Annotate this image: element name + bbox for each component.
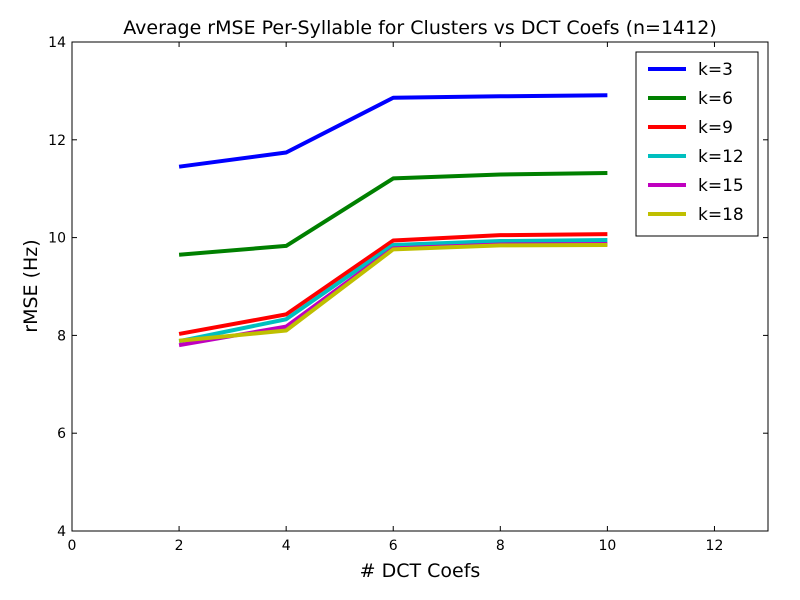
series-line-k-3: [178, 93, 608, 169]
series-layer: [178, 93, 608, 348]
y-tick-label: 6: [57, 426, 66, 442]
x-tick-label: 6: [389, 538, 398, 554]
legend-label: k=18: [698, 205, 744, 225]
y-tick-label: 10: [48, 231, 66, 247]
chart-title: Average rMSE Per-Syllable for Clusters v…: [123, 17, 716, 39]
x-tick-label: 0: [68, 538, 77, 554]
legend-label: k=12: [698, 147, 744, 167]
x-tick-label: 2: [175, 538, 184, 554]
y-tick-label: 8: [57, 328, 66, 344]
x-tick-label: 12: [706, 538, 724, 554]
series-line-k-18: [178, 242, 608, 343]
legend: k=3 k=6 k=9 k=12 k=15 k=18: [635, 51, 759, 237]
legend-box: [635, 51, 759, 237]
x-tick-label: 4: [282, 538, 291, 554]
y-axis-label: rMSE (Hz): [20, 239, 42, 332]
x-tick-label: 8: [496, 538, 505, 554]
series-line-k-9: [178, 232, 608, 336]
y-tick-label: 12: [48, 133, 66, 149]
y-tick-label: 4: [57, 524, 66, 540]
legend-label: k=6: [698, 89, 733, 109]
axis-ticks: 0 2 4 6 8 10 12 4 6 8 10 12 14: [48, 35, 768, 554]
y-tick-label: 14: [48, 35, 66, 51]
x-tick-label: 10: [598, 538, 616, 554]
plot-frame: [71, 41, 769, 532]
series-line-k-12: [178, 238, 608, 344]
legend-label: k=9: [698, 118, 733, 138]
legend-label: k=3: [698, 60, 733, 80]
series-line-k-6: [178, 171, 608, 257]
legend-label: k=15: [698, 176, 744, 196]
x-axis-label: # DCT Coefs: [360, 560, 481, 582]
